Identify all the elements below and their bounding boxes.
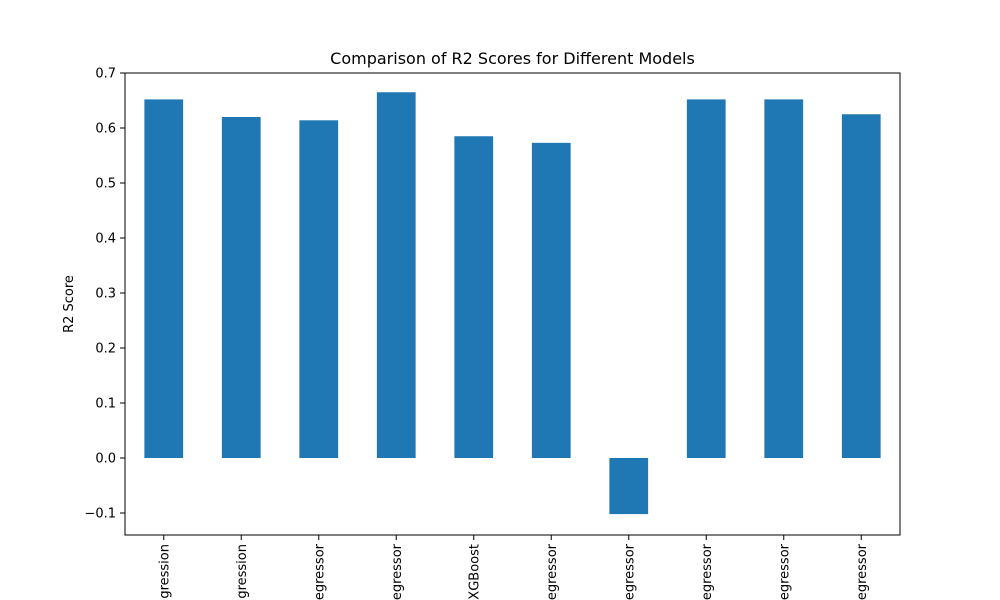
y-tick-label: 0.1: [95, 397, 116, 412]
y-tick-label: 0.4: [95, 232, 116, 247]
y-tick-label: 0.2: [95, 342, 116, 357]
x-tick-label: XGBoost: [467, 544, 482, 600]
x-tick-label: egressor: [545, 543, 560, 600]
x-tick-label: gression: [157, 544, 172, 599]
bar: [454, 136, 494, 458]
bar: [144, 99, 184, 459]
y-tick-label: 0.6: [95, 122, 116, 137]
x-tick-label: gression: [235, 544, 250, 599]
bar: [609, 458, 649, 515]
y-tick-label: 0.5: [95, 177, 116, 192]
plot-frame: [124, 72, 901, 536]
x-tick-label: egressor: [312, 543, 327, 600]
chart-title: Comparison of R2 Scores for Different Mo…: [330, 49, 695, 68]
x-tick-label: egressor: [622, 543, 637, 600]
y-tick-label: 0.7: [95, 67, 116, 82]
bar: [376, 92, 416, 458]
x-tick-label: egressor: [700, 543, 715, 600]
y-tick-label: 0.0: [95, 452, 116, 467]
bar: [221, 117, 261, 458]
bar: [299, 120, 339, 459]
x-tick-label: egressor: [855, 543, 870, 600]
bar: [686, 99, 726, 459]
x-tick-label: egressor: [777, 543, 792, 600]
bar: [841, 114, 881, 458]
y-axis-ticks: −0.1 0.0 0.1 0.2 0.3 0.4 0.5 0.6 0.7: [84, 67, 125, 522]
y-tick-label: −0.1: [84, 507, 116, 522]
bars: [144, 92, 881, 515]
bar: [531, 142, 571, 458]
x-axis-ticks: gression gression egressor egressor XGBoost e…: [157, 535, 870, 600]
x-tick-label: egressor: [390, 543, 405, 600]
bar: [764, 99, 804, 459]
y-tick-label: 0.3: [95, 287, 116, 302]
y-axis-label: R2 Score: [62, 275, 77, 333]
